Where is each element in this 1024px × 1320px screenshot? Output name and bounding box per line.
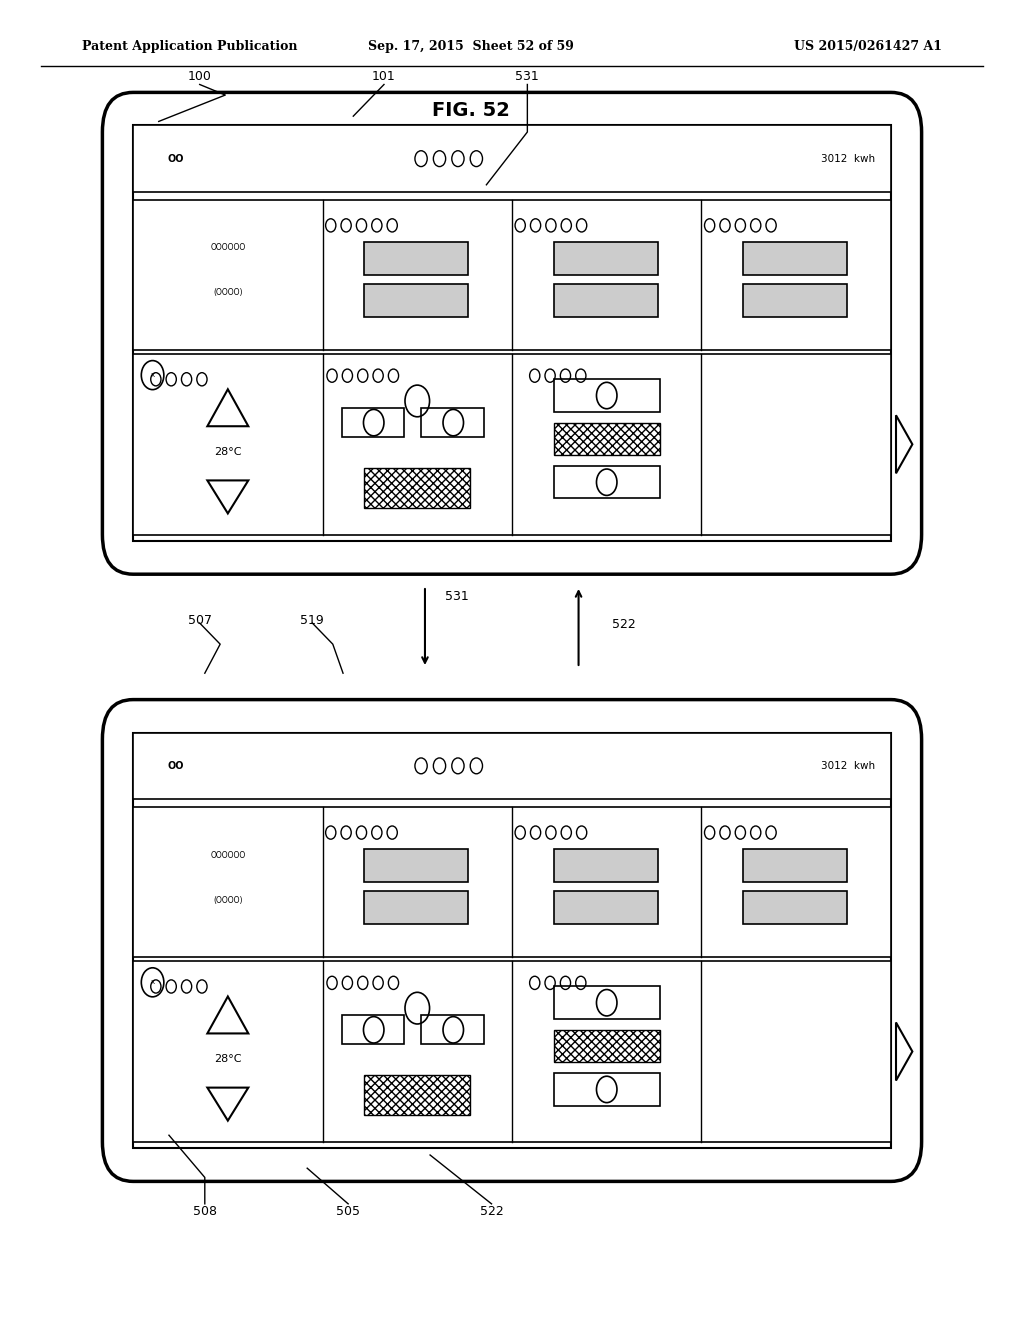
Text: 100: 100: [187, 70, 212, 83]
Text: 3012  kwh: 3012 kwh: [821, 760, 876, 771]
Text: 531: 531: [515, 70, 540, 83]
Bar: [554, 849, 657, 882]
Text: x: x: [151, 979, 155, 985]
Text: 507: 507: [187, 614, 212, 627]
Text: 28°C: 28°C: [214, 1053, 242, 1064]
Text: OO: OO: [168, 153, 184, 164]
Bar: [554, 422, 659, 455]
Text: (OOOO): (OOOO): [213, 289, 243, 297]
Bar: [365, 467, 470, 507]
Bar: [554, 379, 659, 412]
Bar: [743, 284, 847, 317]
Text: 28°C: 28°C: [214, 446, 242, 457]
Text: FIG. 52: FIG. 52: [432, 102, 510, 120]
Text: 531: 531: [445, 590, 469, 603]
Bar: [365, 1074, 470, 1114]
Bar: [365, 242, 468, 275]
Text: Sep. 17, 2015  Sheet 52 of 59: Sep. 17, 2015 Sheet 52 of 59: [368, 40, 574, 53]
Text: Patent Application Publication: Patent Application Publication: [82, 40, 297, 53]
Text: x: x: [151, 372, 155, 378]
Text: 522: 522: [479, 1205, 504, 1218]
Bar: [554, 986, 659, 1019]
FancyBboxPatch shape: [145, 137, 207, 180]
Bar: [743, 891, 847, 924]
Bar: [421, 1015, 483, 1044]
Bar: [365, 284, 468, 317]
Text: OOOOOO: OOOOOO: [210, 243, 246, 252]
Text: 508: 508: [193, 1205, 217, 1218]
Bar: [554, 284, 657, 317]
Text: 505: 505: [336, 1205, 360, 1218]
FancyBboxPatch shape: [145, 744, 207, 787]
Bar: [365, 849, 468, 882]
Bar: [133, 199, 891, 350]
Text: 519: 519: [300, 614, 325, 627]
Bar: [342, 408, 404, 437]
Bar: [365, 891, 468, 924]
Bar: [133, 125, 891, 191]
Bar: [743, 242, 847, 275]
Bar: [133, 961, 891, 1142]
Bar: [421, 408, 483, 437]
FancyBboxPatch shape: [102, 700, 922, 1181]
Text: 522: 522: [612, 618, 636, 631]
Text: (OOOO): (OOOO): [213, 896, 243, 904]
Bar: [133, 807, 891, 957]
Text: OOOOOO: OOOOOO: [210, 850, 246, 859]
Bar: [554, 1030, 659, 1063]
FancyBboxPatch shape: [102, 92, 922, 574]
Bar: [342, 1015, 404, 1044]
Text: OO: OO: [168, 760, 184, 771]
Bar: [554, 1073, 659, 1106]
Bar: [133, 125, 891, 541]
Bar: [554, 891, 657, 924]
Bar: [554, 242, 657, 275]
Bar: [133, 354, 891, 535]
Bar: [743, 849, 847, 882]
Bar: [133, 733, 891, 799]
Text: US 2015/0261427 A1: US 2015/0261427 A1: [794, 40, 942, 53]
Bar: [554, 466, 659, 499]
Bar: [133, 733, 891, 1148]
Text: 3012  kwh: 3012 kwh: [821, 153, 876, 164]
Text: 101: 101: [372, 70, 396, 83]
